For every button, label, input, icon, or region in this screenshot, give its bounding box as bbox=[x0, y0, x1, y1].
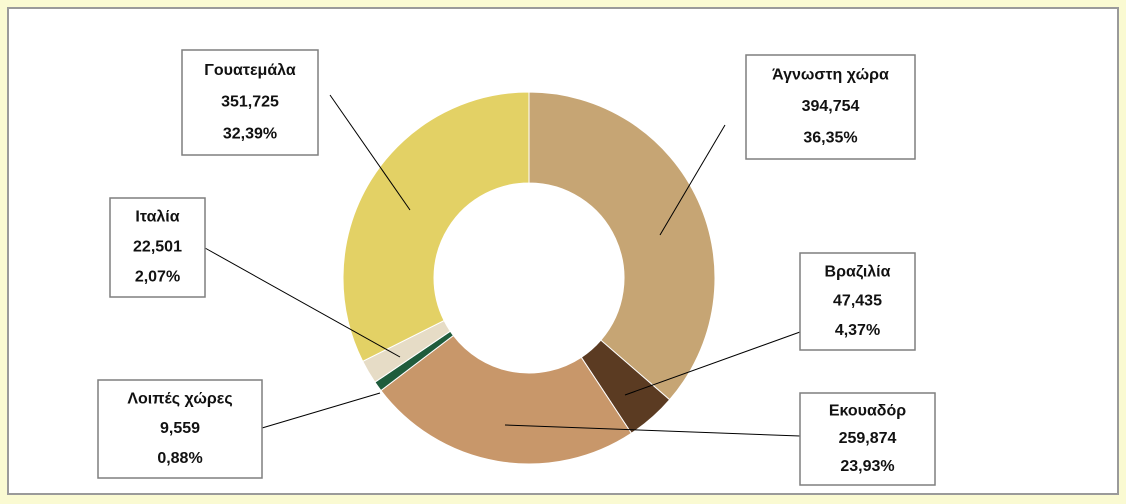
donut bbox=[342, 91, 716, 465]
slice bbox=[528, 91, 716, 401]
percentage-label: 36,35% bbox=[803, 130, 857, 147]
label-box bbox=[745, 54, 916, 160]
value-label: 259,874 bbox=[839, 430, 897, 447]
value-label: 351,725 bbox=[221, 94, 279, 111]
leader-line bbox=[624, 331, 801, 396]
category-label: Γουατεμάλα bbox=[204, 62, 296, 79]
percentage-label: 2,07% bbox=[135, 269, 180, 286]
percentage-label: 0,88% bbox=[157, 450, 202, 467]
percentage-label: 23,93% bbox=[840, 458, 894, 475]
category-label: Βραζιλία bbox=[825, 263, 891, 280]
leader-line bbox=[329, 94, 411, 211]
category-label: Λοιπές χώρες bbox=[127, 391, 232, 408]
label-box bbox=[799, 252, 916, 351]
category-label: Ιταλία bbox=[135, 209, 179, 226]
slice bbox=[380, 334, 633, 465]
percentage-label: 4,37% bbox=[835, 322, 880, 339]
percentage-label: 32,39% bbox=[223, 126, 277, 143]
label-box bbox=[97, 379, 263, 479]
category-label: Εκουαδόρ bbox=[829, 402, 906, 419]
leader-line bbox=[659, 124, 726, 236]
leader-line bbox=[261, 392, 381, 429]
label-box bbox=[109, 197, 206, 298]
labels: Άγνωστη χώρα 394,754 36,35% Βραζιλία 47,435 4… bbox=[97, 49, 936, 486]
value-label: 47,435 bbox=[833, 293, 882, 310]
leader-line bbox=[504, 424, 801, 437]
slice bbox=[342, 91, 530, 362]
label-box bbox=[181, 49, 319, 156]
category-label: Άγνωστη χώρα bbox=[772, 67, 889, 84]
value-label: 394,754 bbox=[802, 98, 860, 115]
value-label: 22,501 bbox=[133, 239, 182, 256]
leader-line bbox=[204, 247, 401, 358]
label-box bbox=[799, 392, 936, 486]
value-label: 9,559 bbox=[160, 420, 200, 437]
